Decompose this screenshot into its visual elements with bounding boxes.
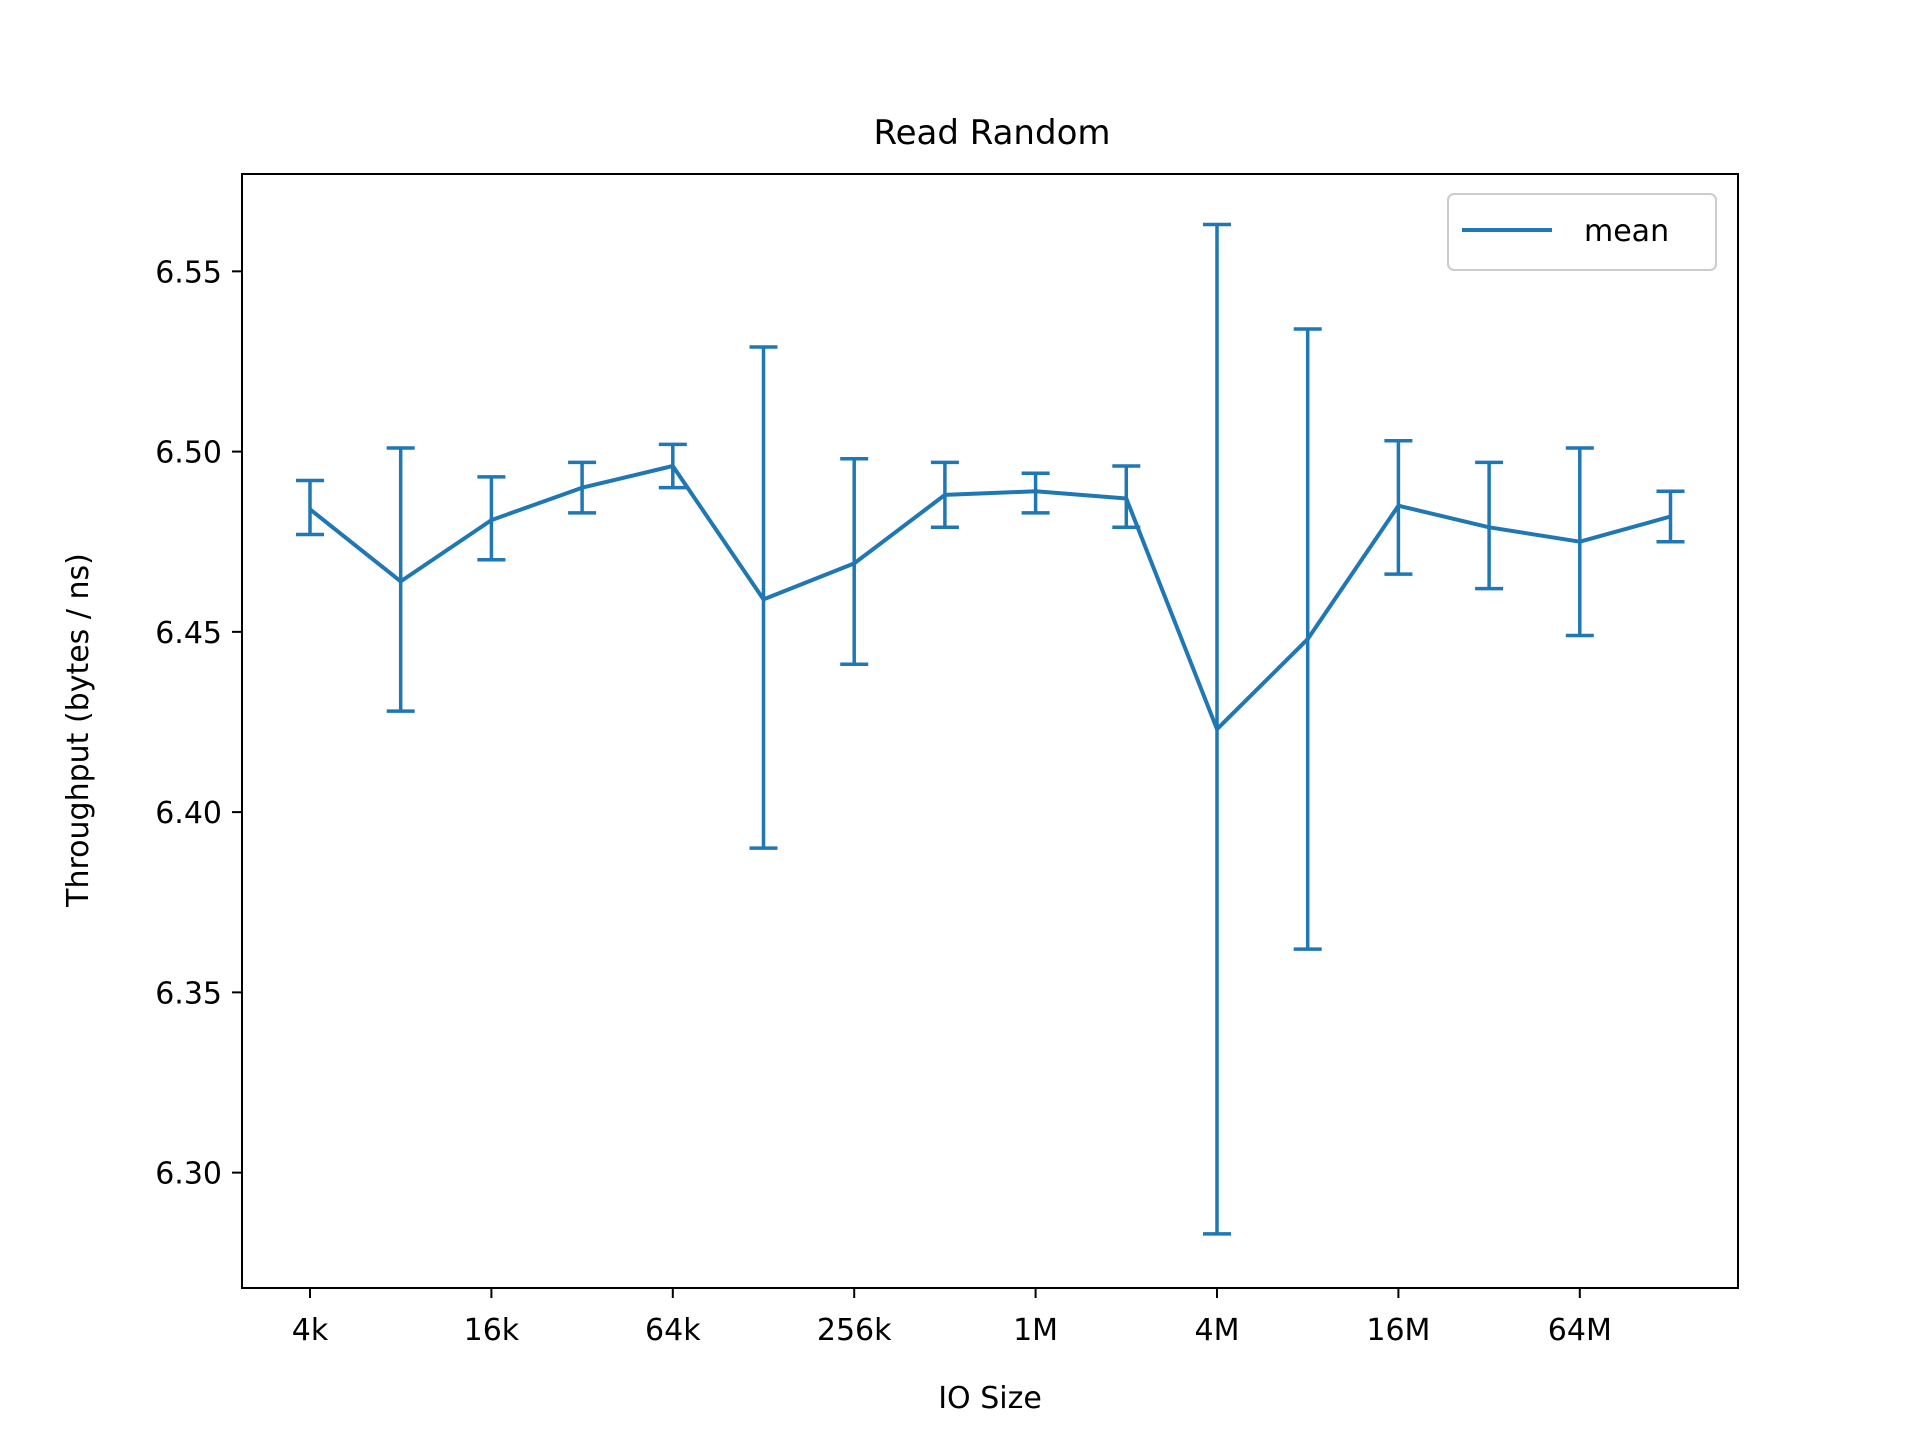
y-tick-label: 6.30 <box>155 1157 222 1192</box>
y-tick-label: 6.55 <box>155 255 222 290</box>
plot-area <box>296 222 1685 1236</box>
error-bar <box>296 478 324 537</box>
y-tick-label: 6.40 <box>155 796 222 831</box>
x-tick-label: 256k <box>817 1313 892 1348</box>
plot-frame <box>241 173 1739 1289</box>
x-tick-label: 64k <box>645 1313 701 1348</box>
x-tick-label: 64M <box>1548 1313 1612 1348</box>
legend-box <box>1447 193 1717 271</box>
y-axis: 6.30 6.35 6.40 6.45 6.50 6.55 <box>155 255 242 1192</box>
x-tick-label: 4k <box>292 1313 329 1348</box>
mean-series-line <box>308 464 1672 732</box>
legend-label-mean: mean <box>1584 214 1669 249</box>
y-tick-label: 6.45 <box>155 616 222 651</box>
chart-title: Read Random <box>873 113 1110 153</box>
x-axis-label: IO Size <box>938 1381 1042 1416</box>
legend: mean <box>1447 193 1717 271</box>
x-axis: 4k 16k 64k 256k 1M 4M 16M 64M <box>292 1288 1612 1348</box>
x-tick-label: 16k <box>464 1313 520 1348</box>
x-tick-label: 4M <box>1195 1313 1240 1348</box>
y-tick-label: 6.50 <box>155 436 222 471</box>
y-axis-label: Throughput (bytes / ns) <box>61 553 96 908</box>
y-tick-label: 6.35 <box>155 976 222 1011</box>
x-tick-label: 1M <box>1013 1313 1058 1348</box>
x-tick-label: 16M <box>1366 1313 1430 1348</box>
